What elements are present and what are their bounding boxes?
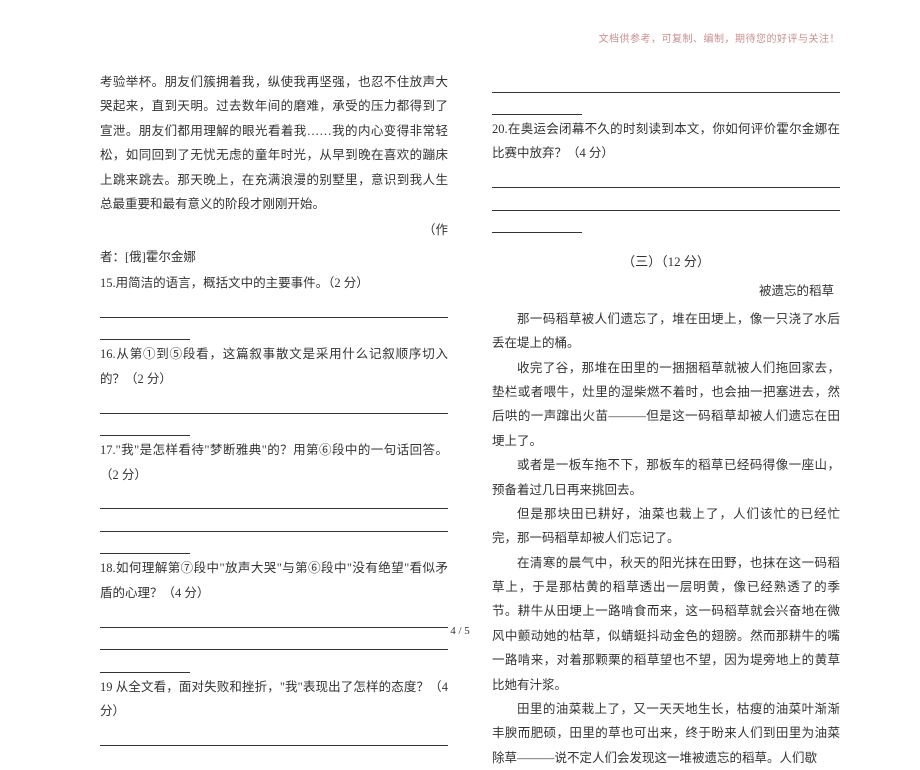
passage-title: 被遗忘的稻草	[492, 279, 840, 303]
answer-blank-short	[100, 650, 190, 673]
answer-blank	[100, 487, 448, 510]
author-name: 者：[俄]霍尔金娜	[100, 245, 448, 269]
page: 文档供参考，可复制、编制，期待您的好评与关注！ 考验举杯。朋友们簇拥着我，纵使我…	[0, 0, 920, 651]
passage-para: 或者是一板车拖不下，那板车的稻草已经码得像一座山，预备着过几日再来挑回去。	[492, 453, 840, 502]
header-note: 文档供参考，可复制、编制，期待您的好评与关注！	[599, 30, 841, 45]
page-number: 4 / 5	[0, 625, 920, 637]
answer-blank	[100, 509, 448, 532]
right-column: 20.在奥运会闭幕不久的时刻读到本文，你如何评价霍尔金娜在比赛中放弃？（4 分）…	[492, 70, 840, 770]
answer-blank	[492, 70, 840, 93]
question-19: 19 从全文看，面对失败和挫折，"我"表现出了怎样的态度？（4 分）	[100, 675, 448, 724]
two-column-layout: 考验举杯。朋友们簇拥着我，纵使我再坚强，也忍不住放声大哭起来，直到天明。过去数年…	[100, 70, 840, 770]
passage-para: 田里的油菜栽上了，又一天天地生长，枯瘦的油菜叶渐渐丰腴而肥硕，田里的草也可出来，…	[492, 697, 840, 770]
passage-para: 在清寒的晨气中，秋天的阳光抹在田野，也抹在这一码稻草上，于是那枯黄的稻草透出一层…	[492, 551, 840, 697]
author-open: （作	[100, 218, 448, 242]
question-18: 18.如何理解第⑦段中"放声大哭"与第⑥段中"没有绝望"看似矛盾的心理？（4 分…	[100, 556, 448, 605]
passage-para: 但是那块田已耕好，油菜也栽上了，人们该忙的已经忙完，那一码稻草却被人们忘记了。	[492, 502, 840, 551]
passage-para: 考验举杯。朋友们簇拥着我，纵使我再坚强，也忍不住放声大哭起来，直到天明。过去数年…	[100, 70, 448, 216]
left-column: 考验举杯。朋友们簇拥着我，纵使我再坚强，也忍不住放声大哭起来，直到天明。过去数年…	[100, 70, 448, 770]
answer-blank	[492, 188, 840, 211]
passage-para: 那一码稻草被人们遗忘了，堆在田埂上，像一只浇了水后丢在堤上的桶。	[492, 307, 840, 356]
answer-blank	[100, 723, 448, 746]
section-heading: （三）（12 分）	[492, 249, 840, 274]
answer-blank-short	[492, 211, 582, 234]
answer-blank-short	[100, 318, 190, 341]
answer-blank	[492, 166, 840, 189]
answer-blank	[100, 391, 448, 414]
answer-blank-short	[100, 532, 190, 555]
question-15: 15.用简洁的语言，概括文中的主要事件。（2 分）	[100, 271, 448, 295]
question-20: 20.在奥运会闭幕不久的时刻读到本文，你如何评价霍尔金娜在比赛中放弃？（4 分）	[492, 117, 840, 166]
question-16: 16.从第①到⑤段看，这篇叙事散文是采用什么记叙顺序切入的？（2 分）	[100, 342, 448, 391]
answer-blank-short	[492, 93, 582, 116]
answer-blank-short	[100, 414, 190, 437]
answer-blank	[100, 295, 448, 318]
question-17: 17."我"是怎样看待"梦断雅典"的？用第⑥段中的一句话回答。（2 分）	[100, 438, 448, 487]
passage-para: 收完了谷，那堆在田里的一捆捆稻草就被人们拖回家去，垫栏或者喂牛，灶里的湿柴燃不着…	[492, 356, 840, 454]
